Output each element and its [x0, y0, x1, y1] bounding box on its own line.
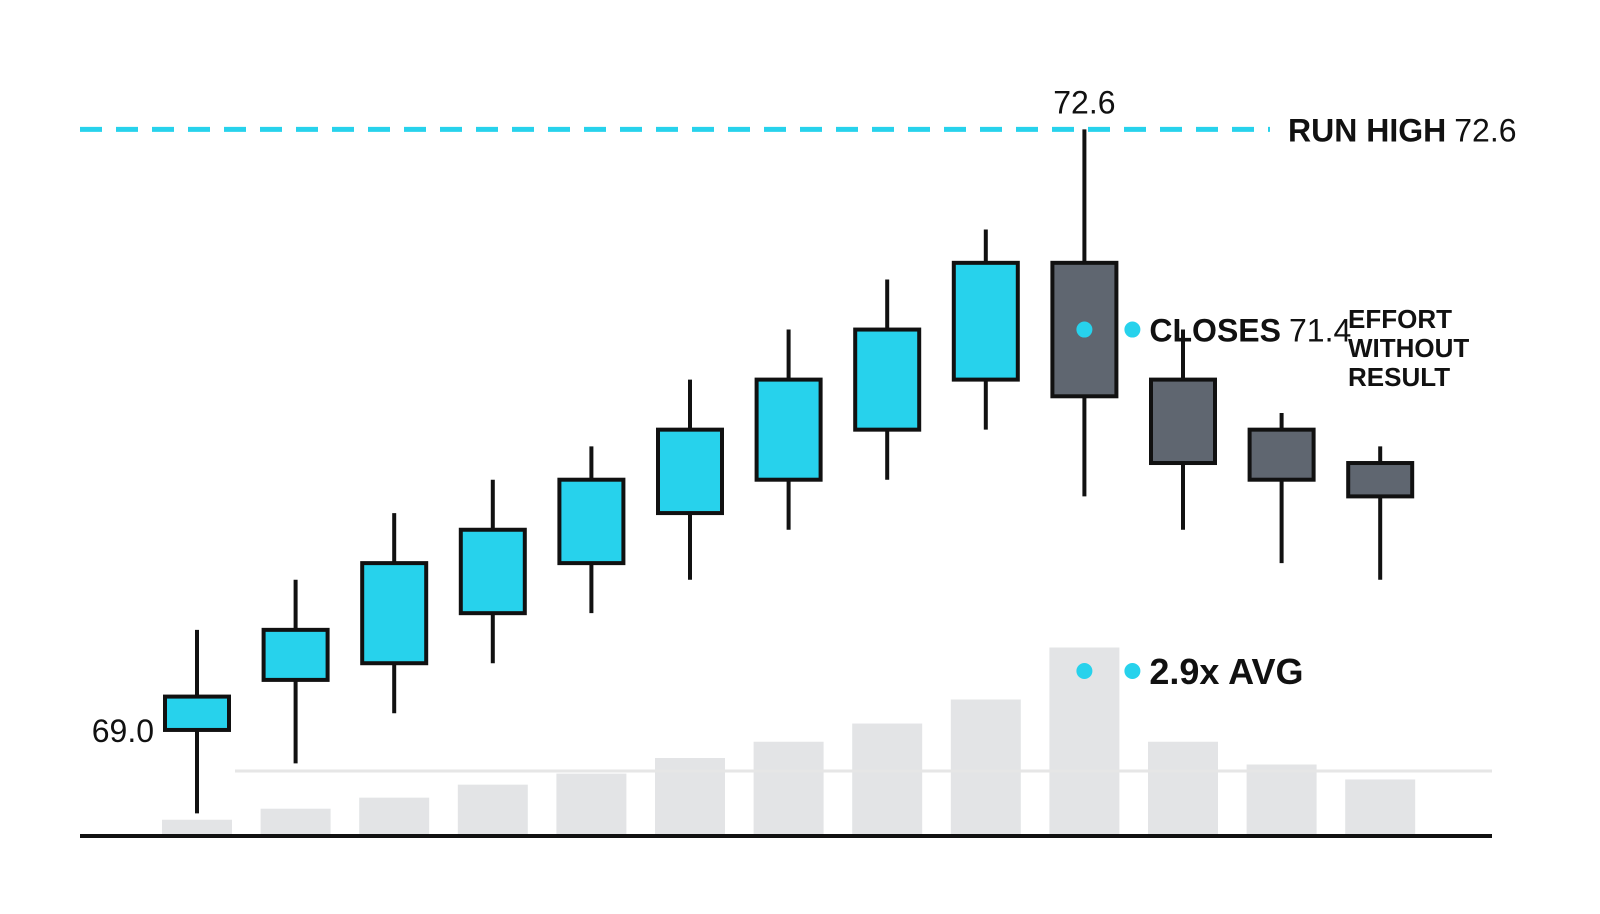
volume-marker-dot — [1076, 663, 1093, 679]
effort-note: EFFORT WITHOUT RESULT — [1348, 304, 1469, 392]
candle-up — [458, 479, 527, 664]
candle-up — [557, 446, 626, 614]
volume-bar — [950, 699, 1021, 836]
volume-series — [80, 647, 1492, 838]
volume-bar — [260, 808, 331, 836]
candle-body — [754, 377, 823, 482]
candle-down — [1346, 446, 1415, 580]
effort-note-line: RESULT — [1348, 362, 1450, 392]
volume-bar — [457, 784, 528, 836]
volume-spike-label: 2.9x AVG — [1149, 651, 1303, 692]
candle-down — [1247, 412, 1316, 564]
volume-bar — [359, 797, 430, 836]
volume-bar — [1246, 764, 1317, 836]
candle-down — [1050, 129, 1119, 497]
candle-up — [261, 579, 330, 764]
close-label-word: CLOSES — [1149, 313, 1281, 349]
candle-body — [458, 527, 527, 616]
candle-body — [557, 477, 626, 566]
run-high-label-word: RUN HIGH — [1288, 112, 1446, 148]
candle-body — [163, 694, 231, 732]
candle-body — [360, 561, 429, 666]
volume-bar — [1345, 779, 1416, 836]
volume-bar — [753, 741, 824, 836]
run-high-label-value: 72.6 — [1454, 112, 1516, 148]
close-label: CLOSES 71.4 — [1149, 313, 1351, 349]
close-label-dot — [1124, 321, 1141, 338]
candle-body — [853, 327, 922, 432]
price-series — [80, 126, 1415, 814]
candle-up — [656, 379, 724, 580]
start-price-label: 69.0 — [92, 713, 154, 749]
candle-body — [1346, 461, 1415, 499]
volume-bar — [556, 773, 627, 836]
candle-body — [1149, 377, 1217, 466]
candle-up — [853, 279, 922, 480]
candle-body — [261, 627, 330, 682]
candle-body — [656, 427, 724, 516]
candle-down — [1149, 329, 1217, 530]
volume-bar — [162, 819, 232, 836]
volume-label-dot — [1124, 663, 1141, 679]
candle-up — [163, 629, 231, 814]
run-high-label: RUN HIGH 72.6 — [1288, 112, 1517, 148]
high-price-label: 72.6 — [1053, 84, 1115, 120]
effort-note-line: EFFORT — [1348, 304, 1452, 334]
volume-bar — [852, 723, 923, 836]
close-label-value: 71.4 — [1289, 313, 1351, 349]
candle-body — [951, 260, 1020, 382]
effort-note-line: WITHOUT — [1348, 333, 1469, 363]
candle-body — [1247, 427, 1316, 482]
candle-up — [754, 329, 823, 530]
candle-up — [360, 513, 429, 714]
close-marker-dot — [1076, 321, 1093, 338]
candle-up — [951, 229, 1020, 430]
volume-bar — [1148, 741, 1218, 836]
